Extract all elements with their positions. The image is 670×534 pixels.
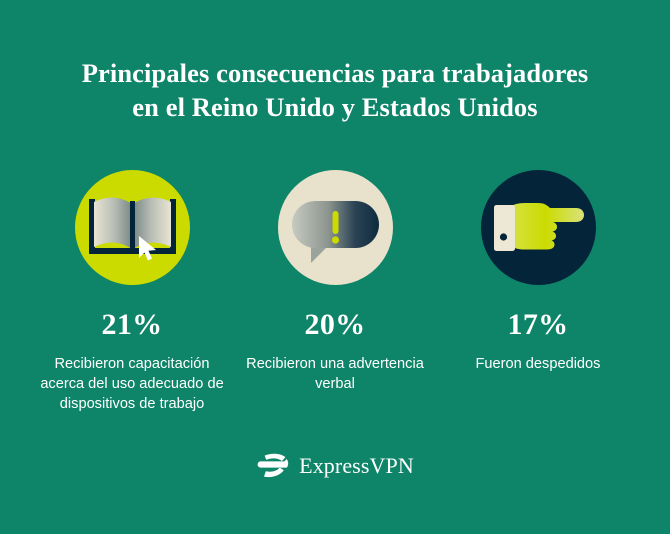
sleeve-cuff — [493, 205, 515, 251]
expressvpn-logo-mark — [257, 453, 289, 478]
expressvpn-wordmark: ExpressVPN — [299, 453, 414, 478]
cursor-arrow-icon — [138, 236, 156, 261]
pointing-hand-icon — [493, 203, 584, 251]
stat-3-caption: Fueron despedidos — [475, 356, 601, 372]
stat-1-caption: Recibieron capacitación acerca del uso a… — [40, 356, 224, 412]
stat-3-icon-circle — [480, 170, 596, 285]
stat-2-percent: 20% — [304, 308, 366, 341]
stat-column-1: 21% Recibieron capacitación acerca del u… — [31, 170, 234, 414]
stat-2-icon-circle — [277, 170, 393, 285]
title-line-2: en el Reino Unido y Estados Unidos — [132, 92, 538, 122]
stat-1-percent: 21% — [101, 308, 163, 341]
speech-bubble-warning-icon — [291, 201, 379, 263]
exclamation-dot — [331, 236, 339, 244]
stat-3-percent: 17% — [507, 308, 569, 341]
stat-column-2: 20% Recibieron una advertencia verbal — [234, 170, 437, 394]
open-book-icon — [88, 197, 176, 261]
stat-column-3: 17% Fueron despedidos — [437, 170, 640, 374]
title-line-1: Principales consecuencias para trabajado… — [81, 58, 589, 88]
exclamation-bar — [332, 211, 338, 234]
cuff-button — [499, 233, 507, 241]
expressvpn-logo: ExpressVPN — [0, 452, 670, 480]
stat-1-icon-circle — [74, 170, 190, 285]
stats-row: 21% Recibieron capacitación acerca del u… — [0, 170, 670, 414]
page-title: Principales consecuencias para trabajado… — [0, 56, 670, 124]
stat-2-caption: Recibieron una advertencia verbal — [246, 356, 424, 392]
